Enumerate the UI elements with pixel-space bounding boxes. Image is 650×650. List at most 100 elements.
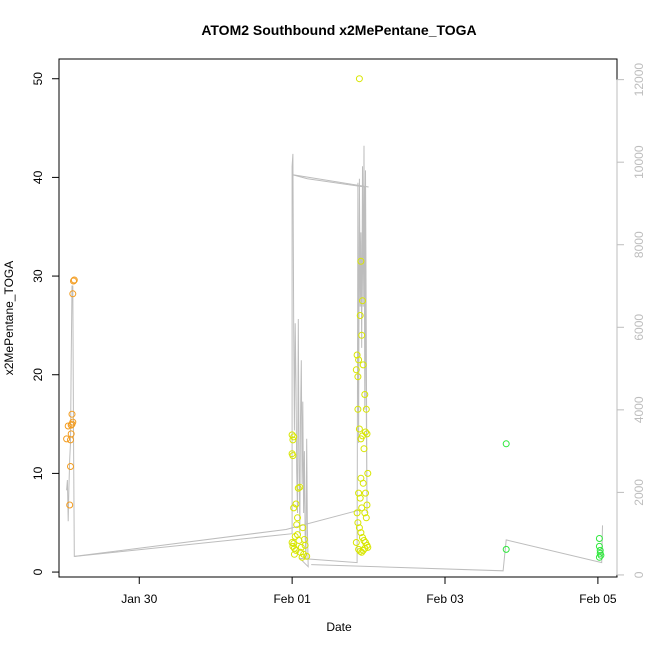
data-point	[355, 75, 363, 83]
data-point	[356, 494, 364, 502]
x-tick-label: Feb 01	[273, 592, 311, 606]
altitude-line	[66, 145, 368, 568]
altitude-series	[66, 145, 603, 572]
plot-box	[58, 58, 618, 578]
data-point	[303, 552, 311, 560]
data-point	[362, 489, 369, 497]
data-point	[363, 501, 371, 509]
data-point	[357, 474, 365, 482]
y-tick-label: 30	[31, 269, 45, 283]
y2-tick-label: 6000	[632, 314, 646, 341]
chart-title: ATOM2 Southbound x2MePentane_TOGA	[201, 22, 476, 38]
data-point	[363, 430, 371, 438]
data-point	[358, 504, 366, 512]
data-point	[288, 431, 296, 439]
data-point	[360, 537, 368, 544]
data-point	[597, 551, 605, 559]
points-layer	[63, 75, 605, 561]
data-point	[289, 436, 297, 444]
y-tick-label: 20	[31, 368, 45, 382]
data-point	[352, 539, 360, 546]
data-point	[595, 553, 603, 561]
data-point	[360, 445, 368, 453]
data-point	[362, 428, 369, 436]
data-point	[68, 410, 76, 418]
data-point	[296, 483, 304, 491]
data-point	[357, 529, 365, 537]
data-point	[289, 452, 297, 460]
data-point	[352, 366, 360, 374]
data-point	[502, 545, 510, 553]
data-point	[364, 469, 372, 477]
data-point	[294, 531, 301, 539]
y-tick-label: 0	[31, 568, 45, 575]
data-point	[361, 509, 369, 517]
data-point	[293, 521, 301, 529]
data-point	[291, 533, 299, 540]
data-point	[358, 331, 366, 339]
data-point	[361, 391, 369, 398]
y2-tick-label: 2000	[632, 479, 646, 506]
y2-tick-label: 10000	[632, 145, 646, 179]
y-tick-label: 50	[31, 72, 45, 86]
data-point	[355, 489, 363, 497]
data-point	[359, 297, 366, 305]
data-point	[67, 463, 74, 470]
y2-tick-label: 0	[632, 571, 646, 578]
data-point	[290, 550, 298, 558]
data-point	[353, 509, 361, 517]
x-tick-label: Jan 30	[121, 592, 157, 606]
data-point	[69, 418, 77, 426]
data-point	[70, 277, 77, 285]
data-point	[299, 524, 307, 532]
data-point	[290, 540, 298, 547]
data-point	[66, 501, 74, 509]
data-point	[70, 276, 78, 284]
data-point	[356, 312, 364, 319]
x-tick-label: Feb 03	[426, 592, 464, 606]
data-point	[359, 361, 367, 369]
data-point	[67, 430, 75, 438]
y2-tick-label: 8000	[632, 231, 646, 258]
y2-tick-label: 12000	[632, 63, 646, 97]
data-point	[290, 504, 298, 512]
y-tick-label: 40	[31, 170, 45, 184]
y2-tick-label: 4000	[632, 396, 646, 423]
data-point	[354, 519, 362, 527]
x-axis: Jan 30 Feb 01 Feb 03 Feb 05	[121, 576, 617, 606]
data-point	[292, 546, 300, 554]
altitude-segment-1	[311, 525, 603, 572]
y-axis-label: x2MePentane_TOGA	[2, 261, 16, 376]
data-point	[63, 435, 71, 443]
y-tick-label: 10	[31, 466, 45, 480]
data-point	[502, 440, 510, 448]
data-point	[353, 351, 361, 359]
data-point	[290, 433, 298, 441]
data-point	[362, 514, 370, 522]
data-point	[355, 425, 363, 433]
data-point	[355, 524, 363, 532]
data-point	[300, 536, 308, 543]
data-point	[362, 405, 370, 413]
data-point	[294, 484, 302, 492]
altitude-segment-2	[292, 174, 369, 188]
data-point	[595, 542, 603, 550]
altitude-segment-0	[74, 509, 362, 557]
data-point	[354, 373, 362, 381]
data-point	[64, 422, 72, 430]
data-point	[288, 539, 296, 546]
x-axis-label: Date	[326, 620, 352, 634]
data-point	[354, 405, 362, 413]
y-axis-right: 0 2000 4000 6000 8000 10000 12000	[616, 63, 646, 578]
data-point	[595, 535, 603, 542]
y-axis-left: 0 10 20 30 40 50	[31, 72, 60, 575]
data-point	[294, 514, 301, 522]
data-point	[292, 500, 300, 508]
data-point	[596, 546, 604, 554]
x-tick-label: Feb 05	[579, 592, 617, 606]
data-point	[359, 546, 367, 554]
data-point	[357, 257, 365, 265]
data-point	[355, 356, 363, 364]
data-point	[297, 543, 305, 551]
